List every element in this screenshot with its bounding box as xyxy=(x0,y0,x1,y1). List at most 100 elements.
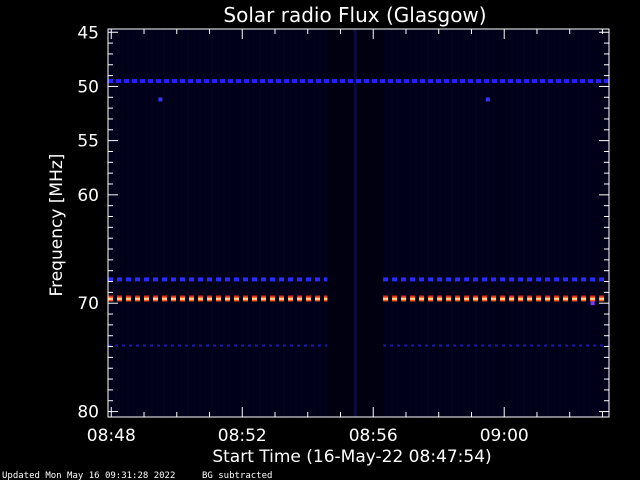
emission-band-segment xyxy=(548,79,553,83)
emission-band-edge xyxy=(545,295,551,297)
emission-band-segment xyxy=(428,79,433,83)
x-tick-label: 09:00 xyxy=(480,426,529,446)
emission-band-segment xyxy=(600,344,604,347)
emission-band-segment xyxy=(532,79,537,83)
emission-band-segment xyxy=(206,344,209,347)
emission-band-edge xyxy=(153,295,158,297)
emission-band-segment xyxy=(537,344,541,347)
emission-band-core xyxy=(590,297,596,300)
emission-band-segment xyxy=(420,79,425,83)
emission-band-segment xyxy=(332,79,337,83)
emission-band-segment xyxy=(212,79,217,83)
emission-band-segment xyxy=(316,79,321,83)
emission-band-core xyxy=(581,297,587,300)
emission-band-core xyxy=(279,297,284,300)
emission-band-core xyxy=(153,297,158,300)
emission-band-edge xyxy=(171,295,176,297)
emission-band-segment xyxy=(390,344,394,347)
emission-band-segment xyxy=(311,344,314,347)
emission-band-segment xyxy=(572,344,576,347)
emission-band-segment xyxy=(484,79,489,83)
y-tick-label: 50 xyxy=(77,77,99,97)
y-axis-label: Frequency [MHz] xyxy=(47,154,67,297)
emission-band-segment xyxy=(300,79,305,83)
emission-band-edge xyxy=(234,295,239,297)
emission-band-segment xyxy=(419,277,425,282)
emission-band-segment xyxy=(260,79,265,83)
emission-band-edge xyxy=(419,295,425,297)
emission-band-edge xyxy=(491,295,497,297)
emission-band-core xyxy=(324,297,328,300)
emission-band-segment xyxy=(586,344,590,347)
emission-band-core xyxy=(261,297,266,300)
plot-area xyxy=(108,29,610,417)
y-tick-label: 70 xyxy=(77,294,99,314)
emission-band-segment xyxy=(404,344,408,347)
emission-band-core xyxy=(315,297,320,300)
emission-band-segment xyxy=(397,344,401,347)
emission-band-segment xyxy=(452,79,457,83)
emission-band-segment xyxy=(171,277,176,282)
emission-band-segment xyxy=(136,344,139,347)
emission-band-segment xyxy=(468,79,473,83)
emission-band-segment xyxy=(198,277,203,282)
emission-band-segment xyxy=(523,344,527,347)
emission-band-segment xyxy=(425,344,429,347)
emission-band-segment xyxy=(509,344,513,347)
emission-band-core xyxy=(180,297,185,300)
emission-band-segment xyxy=(380,79,385,83)
emission-band-segment xyxy=(297,344,300,347)
emission-band-core xyxy=(306,297,311,300)
emission-band-edge xyxy=(536,295,542,297)
emission-band-segment xyxy=(418,344,422,347)
emission-band-edge xyxy=(527,295,533,297)
emission-band-segment xyxy=(516,79,521,83)
emission-band-core xyxy=(401,297,407,300)
emission-band-core xyxy=(509,297,515,300)
emission-band-segment xyxy=(204,79,209,83)
emission-band-segment xyxy=(607,344,610,347)
emission-band-segment xyxy=(143,344,146,347)
emission-band-edge xyxy=(198,295,203,297)
emission-band-edge xyxy=(383,295,389,297)
emission-band-segment xyxy=(482,277,488,282)
emission-band-segment xyxy=(228,79,233,83)
emission-band-edge xyxy=(572,295,578,297)
emission-band-edge xyxy=(518,295,524,297)
emission-band-core xyxy=(518,297,524,300)
emission-band-segment xyxy=(599,277,605,282)
x-axis-label: Start Time (16-May-22 08:47:54) xyxy=(212,447,491,467)
emission-band-edge xyxy=(563,295,569,297)
emission-band-edge xyxy=(482,295,488,297)
emission-band-segment xyxy=(189,277,194,282)
emission-band-segment xyxy=(518,277,524,282)
emission-band-segment xyxy=(196,79,201,83)
emission-band-segment xyxy=(279,277,284,282)
emission-band-core xyxy=(126,297,131,300)
emission-band-segment xyxy=(171,344,174,347)
emission-dot xyxy=(590,301,595,306)
emission-band-segment xyxy=(436,79,441,83)
emission-band-segment xyxy=(318,344,321,347)
emission-band-core xyxy=(144,297,149,300)
emission-band-segment xyxy=(248,344,251,347)
emission-band-segment xyxy=(315,277,320,282)
emission-band-segment xyxy=(412,79,417,83)
emission-band-segment xyxy=(524,79,529,83)
emission-band-segment xyxy=(122,344,125,347)
emission-band-segment xyxy=(156,79,161,83)
emission-band-core xyxy=(189,297,194,300)
emission-band-segment xyxy=(439,344,443,347)
emission-band-segment xyxy=(153,277,158,282)
emission-band-core xyxy=(437,297,443,300)
emission-band-edge xyxy=(243,295,248,297)
emission-band-segment xyxy=(488,344,492,347)
emission-band-segment xyxy=(540,79,545,83)
emission-band-segment xyxy=(284,79,289,83)
emission-band-core xyxy=(500,297,506,300)
emission-band-core xyxy=(554,297,560,300)
emission-band-segment xyxy=(563,277,569,282)
emission-band-segment xyxy=(241,344,244,347)
emission-dot xyxy=(158,97,163,102)
emission-band-segment xyxy=(495,344,499,347)
